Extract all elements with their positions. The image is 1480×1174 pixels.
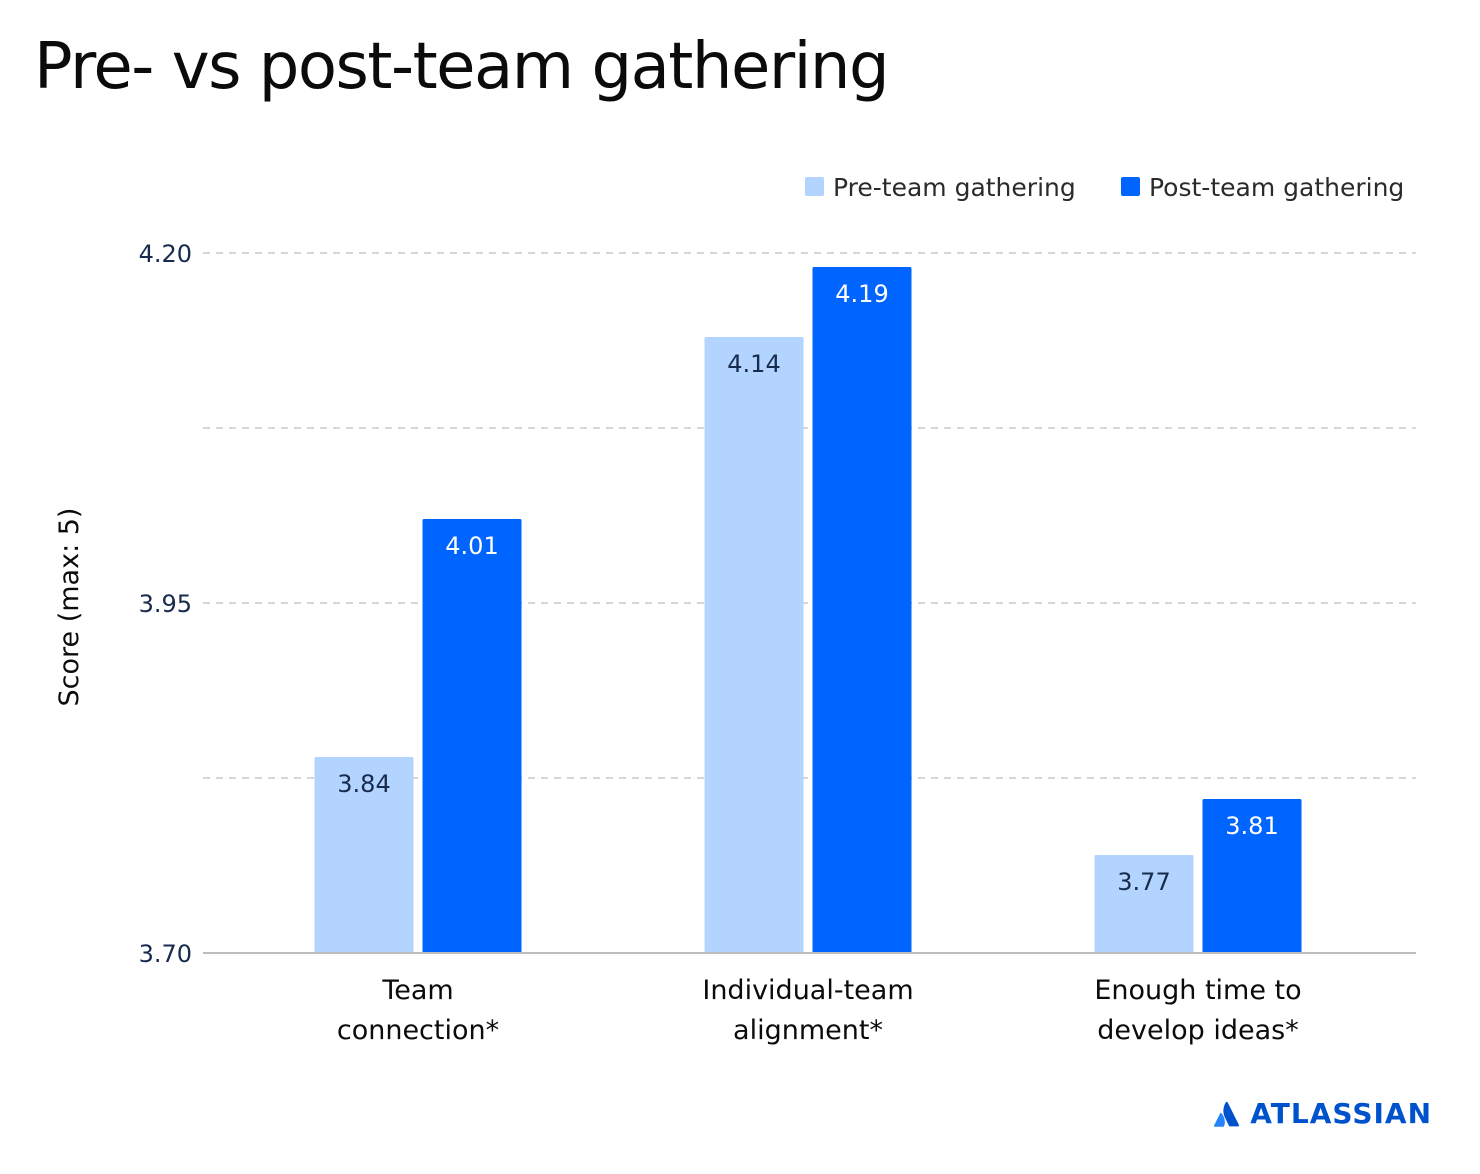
x-tick-label: Team bbox=[381, 975, 453, 1006]
bar-value-label: 3.84 bbox=[337, 770, 390, 798]
bar-value-label: 4.01 bbox=[445, 532, 498, 560]
legend-swatch bbox=[1121, 177, 1140, 196]
y-tick-label: 3.95 bbox=[139, 590, 192, 618]
legend-label: Post-team gathering bbox=[1149, 173, 1404, 202]
legend-swatch bbox=[805, 177, 824, 196]
x-tick-label: alignment* bbox=[733, 1015, 883, 1046]
y-tick-label: 3.70 bbox=[139, 940, 192, 968]
bar-value-label: 3.77 bbox=[1117, 868, 1170, 896]
bar-value-label: 4.14 bbox=[727, 350, 780, 378]
y-tick-label: 4.20 bbox=[139, 240, 192, 268]
bar-pre bbox=[314, 757, 414, 953]
legend-label: Pre-team gathering bbox=[833, 173, 1076, 202]
bar-pre bbox=[704, 337, 804, 953]
x-tick-label: Enough time to bbox=[1094, 975, 1301, 1006]
y-axis-label: Score (max: 5) bbox=[54, 508, 85, 707]
brand-logo: ATLASSIAN bbox=[1214, 1097, 1432, 1130]
x-tick-label: Individual-team bbox=[702, 975, 913, 1006]
x-tick-label: develop ideas* bbox=[1097, 1015, 1298, 1046]
bar-post bbox=[422, 519, 522, 953]
bar-value-label: 3.81 bbox=[1225, 812, 1278, 840]
x-tick-label: connection* bbox=[337, 1015, 499, 1046]
bar-pre bbox=[1094, 855, 1194, 953]
atlassian-logo-icon bbox=[1214, 1101, 1240, 1127]
chart-title: Pre- vs post-team gathering bbox=[34, 30, 890, 104]
brand-name: ATLASSIAN bbox=[1250, 1097, 1432, 1130]
bar-post bbox=[812, 267, 912, 953]
bar-value-label: 4.19 bbox=[835, 280, 888, 308]
bar-post bbox=[1202, 799, 1302, 953]
